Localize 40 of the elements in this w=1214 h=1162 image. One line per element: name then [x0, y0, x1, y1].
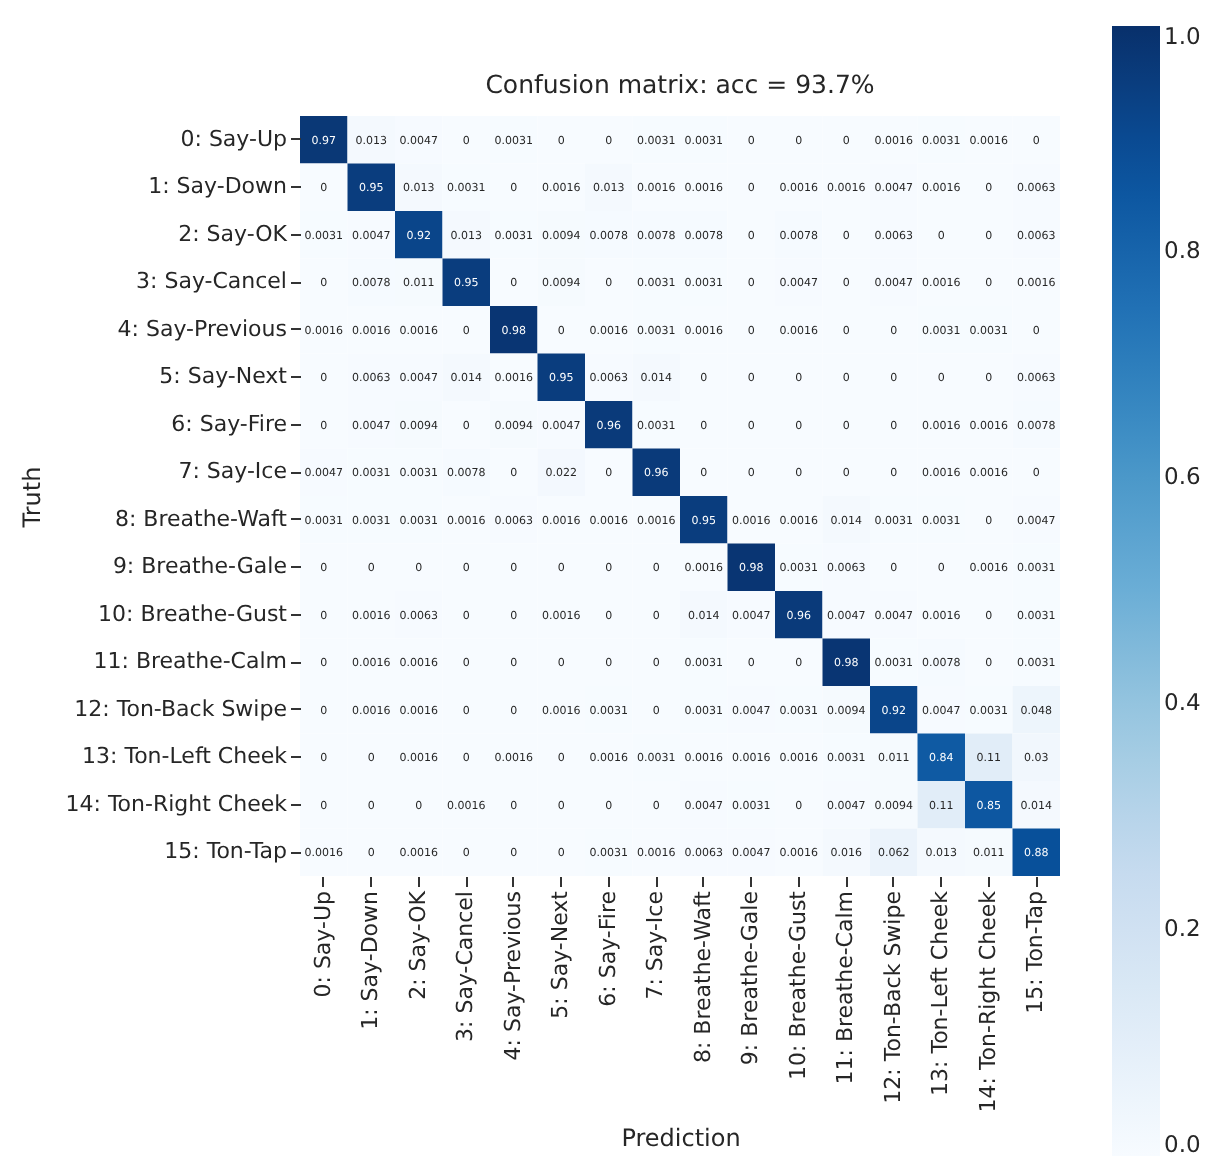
x-axis-title: Prediction: [621, 1124, 741, 1153]
y-tick-label: 14: Ton-Right Cheek: [65, 790, 289, 817]
x-tick-label: 1: Say-Down: [357, 890, 384, 1030]
y-tick-label: 8: Breathe-Waft: [114, 505, 289, 532]
color-bar-label: 0.2: [1164, 914, 1201, 942]
x-tick-label: 12: Ton-Back Swipe: [879, 890, 906, 1104]
x-tick-label: 10: Breathe-Gust: [784, 889, 811, 1080]
x-tick-label: 13: Ton-Left Cheek: [927, 889, 954, 1096]
y-axis-title: Truth: [17, 466, 46, 530]
x-tick-label: 7: Say-Ice: [642, 890, 669, 1000]
y-tick-label: 9: Breathe-Gale: [112, 553, 288, 580]
x-tick-label: 9: Breathe-Gale: [737, 890, 764, 1066]
y-tick-label: 15: Ton-Tap: [164, 838, 288, 865]
y-tick-label: 0: Say-Up: [180, 125, 288, 152]
x-tick-label: 14: Ton-Right Cheek: [974, 889, 1001, 1113]
y-tick-label: 12: Ton-Back Swipe: [74, 695, 288, 722]
chart-title: Confusion matrix: acc = 93.7%: [485, 69, 875, 99]
y-tick-label: 3: Say-Cancel: [136, 268, 287, 295]
color-bar-label: 1.0: [1164, 22, 1201, 50]
x-tick-label: 4: Say-Previous: [499, 890, 526, 1061]
color-bar-label: 0.8: [1164, 236, 1201, 264]
x-tick-label: 5: Say-Next: [547, 889, 574, 1019]
x-tick-label: 11: Breathe-Calm: [832, 891, 859, 1085]
y-tick-label: 10: Breathe-Gust: [98, 600, 289, 627]
y-tick-label: 6: Say-Fire: [171, 410, 288, 437]
color-bar-label: 0.6: [1164, 462, 1201, 490]
y-tick-label: 1: Say-Down: [148, 173, 288, 200]
x-tick-label: 2: Say-OK: [404, 889, 431, 1000]
x-tick-label: 6: Say-Fire: [594, 890, 621, 1007]
y-tick-label: 7: Say-Ice: [178, 458, 288, 485]
x-tick-label: 3: Say-Cancel: [452, 891, 479, 1042]
y-tick-label: 13: Ton-Left Cheek: [82, 743, 289, 770]
color-bar-label: 0.0: [1164, 1130, 1201, 1158]
color-bar-label: 0.4: [1164, 688, 1201, 716]
x-tick-label: 15: Ton-Tap: [1022, 890, 1049, 1014]
y-tick-label: 4: Say-Previous: [117, 315, 288, 342]
x-tick-label: 8: Breathe-Waft: [689, 889, 716, 1064]
y-tick-label: 5: Say-Next: [159, 363, 289, 390]
y-tick-label: 11: Breathe-Calm: [93, 648, 287, 675]
y-tick-label: 2: Say-OK: [178, 220, 289, 247]
